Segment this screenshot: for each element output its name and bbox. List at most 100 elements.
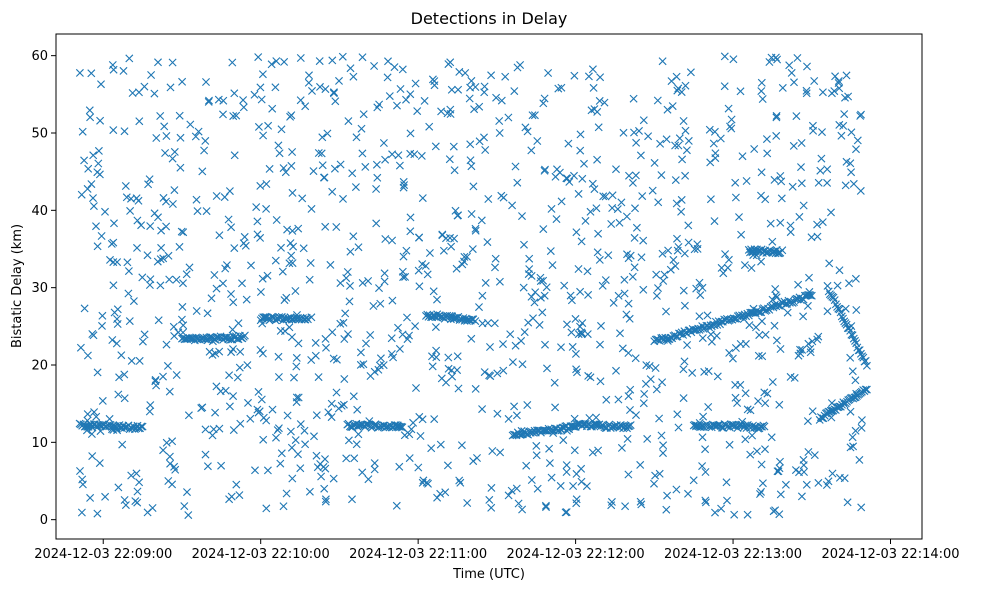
data-point — [734, 421, 743, 430]
data-point — [205, 96, 213, 105]
data-point — [423, 310, 432, 319]
x-tick-label: 2024-12-03 22:10:00 — [192, 547, 330, 562]
data-point — [393, 101, 401, 110]
data-point — [668, 102, 677, 111]
data-point — [695, 312, 704, 321]
data-point — [757, 257, 766, 266]
data-point — [288, 333, 296, 342]
data-point — [308, 86, 316, 95]
data-point — [154, 213, 162, 222]
data-point — [224, 215, 233, 224]
data-point — [628, 178, 637, 187]
data-point — [581, 216, 590, 225]
data-point — [601, 276, 610, 285]
data-point — [246, 414, 255, 423]
data-point — [512, 484, 521, 493]
data-point — [436, 440, 445, 449]
data-point — [845, 279, 853, 288]
data-point — [227, 348, 236, 357]
data-point — [322, 343, 330, 352]
data-point — [384, 57, 392, 66]
data-point — [427, 444, 436, 453]
data-point — [774, 249, 782, 258]
data-point — [597, 321, 605, 330]
data-point — [680, 249, 689, 258]
data-point — [709, 139, 718, 148]
data-point — [157, 226, 166, 235]
data-point — [501, 72, 510, 81]
data-point — [802, 89, 811, 98]
data-point — [385, 92, 394, 101]
data-point — [684, 489, 692, 498]
data-point — [841, 181, 850, 190]
data-point — [254, 53, 263, 62]
data-point — [415, 282, 424, 291]
data-point — [169, 322, 178, 331]
data-point — [535, 320, 544, 329]
data-point — [290, 373, 298, 382]
data-point — [80, 304, 89, 313]
data-point — [589, 83, 598, 92]
data-point — [478, 291, 487, 300]
data-point — [586, 373, 595, 382]
data-point — [758, 479, 767, 488]
data-point — [822, 481, 831, 489]
data-point — [786, 221, 795, 230]
data-point — [641, 379, 650, 388]
data-point — [252, 203, 261, 212]
data-point — [339, 400, 348, 409]
data-point — [471, 83, 480, 91]
data-point — [497, 191, 506, 200]
data-point — [559, 436, 568, 445]
data-point — [563, 320, 571, 329]
data-point — [554, 84, 563, 93]
data-point — [808, 407, 817, 416]
data-point — [460, 257, 468, 266]
data-point — [301, 440, 310, 449]
data-point — [567, 328, 576, 337]
data-point — [757, 78, 766, 87]
x-axis-label: Time (UTC) — [452, 567, 525, 582]
data-point — [574, 265, 583, 273]
data-point — [659, 449, 667, 458]
data-point — [735, 213, 743, 222]
data-point — [806, 348, 815, 357]
data-point — [283, 411, 292, 420]
data-point — [717, 504, 726, 513]
data-point — [835, 266, 844, 275]
data-point — [601, 192, 610, 201]
data-point — [842, 157, 851, 166]
data-point — [799, 312, 808, 321]
data-point — [853, 136, 862, 145]
data-point — [201, 450, 210, 459]
data-point — [696, 291, 705, 300]
data-point — [638, 192, 647, 201]
data-point — [344, 117, 353, 126]
data-point — [432, 346, 441, 355]
data-point — [736, 87, 745, 96]
data-point — [279, 164, 288, 173]
data-point — [387, 350, 396, 358]
data-point — [723, 263, 732, 272]
data-point — [132, 469, 141, 478]
data-point — [229, 426, 238, 435]
data-point — [840, 110, 849, 119]
data-point — [307, 204, 316, 213]
data-point — [152, 134, 161, 142]
data-point — [731, 393, 740, 402]
data-point — [138, 273, 147, 282]
data-point — [288, 148, 297, 156]
data-point — [539, 99, 548, 108]
data-point — [179, 228, 188, 237]
data-point — [309, 167, 318, 176]
data-point — [129, 297, 138, 306]
data-point — [805, 273, 813, 282]
data-point — [827, 399, 836, 408]
data-point — [437, 374, 446, 383]
data-point — [358, 468, 367, 477]
data-point — [485, 495, 494, 504]
data-point — [329, 89, 338, 98]
data-point — [168, 200, 177, 208]
data-point — [124, 289, 133, 298]
data-point — [109, 258, 118, 267]
